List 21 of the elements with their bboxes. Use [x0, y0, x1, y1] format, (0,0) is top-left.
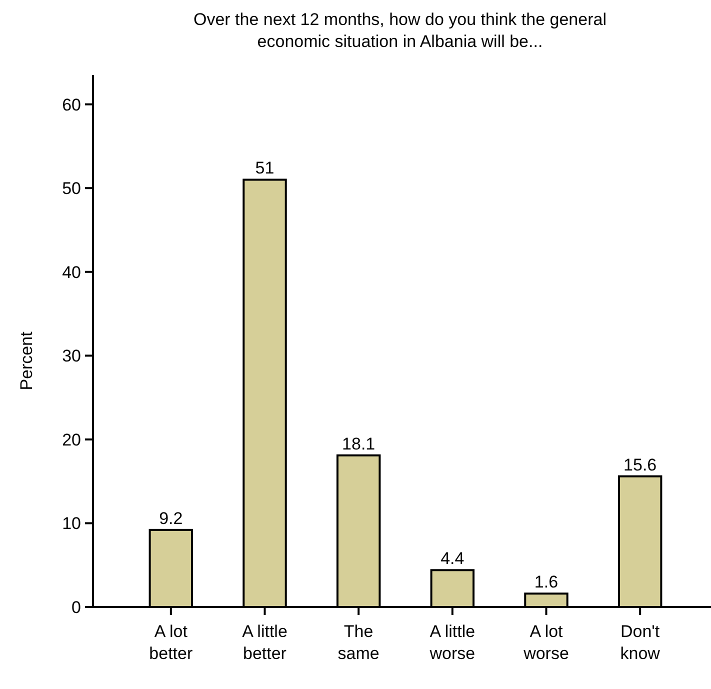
y-tick-label: 10: [62, 514, 81, 534]
x-tick-label: A little worse: [428, 622, 476, 663]
data-label: 18.1: [342, 434, 376, 454]
y-tick-label: 40: [62, 262, 81, 282]
y-tick-label: 50: [62, 179, 81, 198]
x-tick-label: A lot better: [149, 622, 193, 663]
chart-title: Over the next 12 months, how do you think the general economic situation in Albania will be...: [194, 10, 606, 51]
y-tick-label: 30: [62, 346, 81, 366]
y-tick-label: 60: [62, 95, 81, 114]
data-label: 9.2: [159, 508, 183, 528]
x-tick-label: A little better: [242, 622, 288, 663]
x-tick-label: A lot worse: [522, 622, 569, 663]
x-tick-label: The same: [338, 622, 380, 663]
y-tick-label: 0: [72, 598, 81, 617]
data-label: 4.4: [440, 549, 464, 568]
x-tick-label: Don't know: [620, 622, 661, 663]
data-label: 51: [255, 158, 274, 178]
y-tick-label: 20: [62, 430, 81, 450]
data-label: 1.6: [534, 572, 558, 592]
data-label: 15.6: [624, 455, 657, 474]
y-axis-title: Percent: [17, 331, 36, 390]
